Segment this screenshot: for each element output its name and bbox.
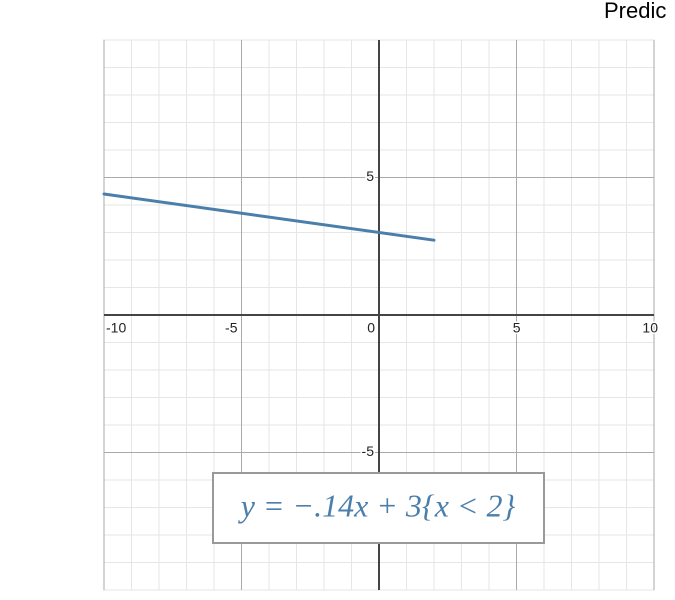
x-tick-label: -10 [106,320,126,336]
x-tick-label: 0 [367,320,375,336]
annotation: y = −.14x + 3{x < 2} [238,487,516,523]
y-tick-label: -5 [362,443,375,459]
chart-title: Predic [604,0,666,23]
x-tick-label: 10 [642,320,658,336]
data-line [102,192,436,242]
y-tick-label: 5 [366,168,374,184]
x-tick-label: 5 [513,320,521,336]
x-tick-label: -5 [225,320,238,336]
annotation-box [212,472,545,544]
